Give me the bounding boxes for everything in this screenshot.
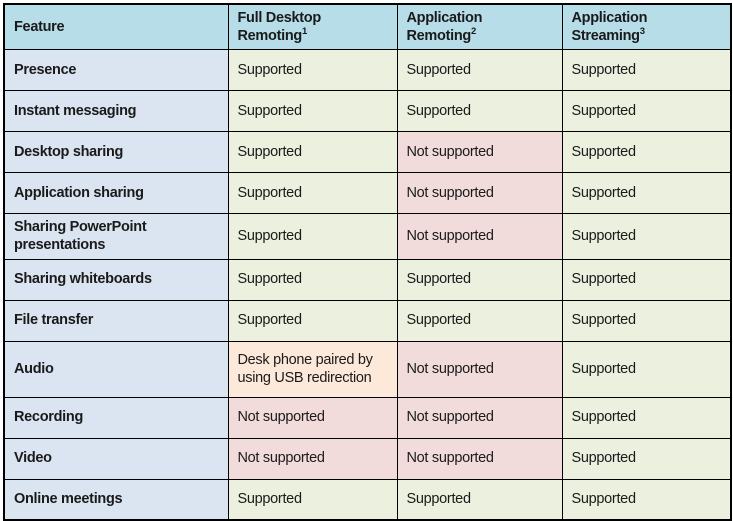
support-cell: Supported bbox=[227, 172, 398, 215]
support-cell: Supported bbox=[561, 213, 732, 260]
feature-comparison-table: Feature Full Desktop Remoting1 Applicati… bbox=[3, 3, 732, 521]
support-cell: Supported bbox=[227, 299, 398, 342]
feature-cell: Video bbox=[3, 437, 229, 480]
support-cell: Supported bbox=[227, 478, 398, 521]
support-cell: Supported bbox=[396, 299, 563, 342]
header-cell-full-desktop-remoting: Full Desktop Remoting1 bbox=[227, 3, 398, 51]
header-cell-application-streaming: Application Streaming3 bbox=[561, 3, 732, 51]
table-row: Audio Desk phone paired by using USB red… bbox=[3, 340, 732, 398]
support-cell: Supported bbox=[561, 131, 732, 174]
table-row: Sharing whiteboards Supported Supported … bbox=[3, 258, 732, 301]
header-cell-feature: Feature bbox=[3, 3, 229, 51]
header-superscript: 1 bbox=[301, 26, 307, 38]
header-superscript: 3 bbox=[639, 26, 645, 38]
table-row: Sharing PowerPoint presentations Support… bbox=[3, 213, 732, 260]
feature-cell: Recording bbox=[3, 396, 229, 439]
support-cell: Supported bbox=[561, 49, 732, 92]
support-cell: Supported bbox=[561, 172, 732, 215]
support-cell: Supported bbox=[396, 478, 563, 521]
support-cell: Supported bbox=[561, 90, 732, 133]
header-label: Full Desktop Remoting bbox=[237, 10, 322, 45]
support-cell: Supported bbox=[227, 90, 398, 133]
feature-cell: Instant messaging bbox=[3, 90, 229, 133]
support-cell: Supported bbox=[396, 258, 563, 301]
support-cell: Supported bbox=[561, 258, 732, 301]
support-cell: Supported bbox=[227, 258, 398, 301]
support-cell: Desk phone paired by using USB redirecti… bbox=[227, 340, 398, 398]
table-row: File transfer Supported Supported Suppor… bbox=[3, 299, 732, 342]
table-row: Desktop sharing Supported Not supported … bbox=[3, 131, 732, 174]
support-cell: Supported bbox=[396, 49, 563, 92]
header-label: Feature bbox=[14, 19, 65, 36]
support-cell: Not supported bbox=[396, 396, 563, 439]
table-row: Online meetings Supported Supported Supp… bbox=[3, 478, 732, 521]
feature-cell: File transfer bbox=[3, 299, 229, 342]
support-cell: Not supported bbox=[396, 213, 563, 260]
table-body: Presence Supported Supported Supported I… bbox=[3, 49, 732, 521]
feature-cell: Presence bbox=[3, 49, 229, 92]
support-cell: Not supported bbox=[227, 437, 398, 480]
table-row: Recording Not supported Not supported Su… bbox=[3, 396, 732, 439]
table-row: Application sharing Supported Not suppor… bbox=[3, 172, 732, 215]
support-cell: Not supported bbox=[396, 437, 563, 480]
support-cell: Supported bbox=[396, 90, 563, 133]
support-cell: Supported bbox=[561, 299, 732, 342]
header-row: Feature Full Desktop Remoting1 Applicati… bbox=[3, 3, 732, 51]
support-cell: Supported bbox=[227, 49, 398, 92]
support-cell: Supported bbox=[561, 478, 732, 521]
table-row: Instant messaging Supported Supported Su… bbox=[3, 90, 732, 133]
support-cell: Not supported bbox=[396, 172, 563, 215]
feature-cell: Sharing PowerPoint presentations bbox=[3, 213, 229, 260]
support-cell: Supported bbox=[227, 131, 398, 174]
table-row: Presence Supported Supported Supported bbox=[3, 49, 732, 92]
header-label: Application Remoting bbox=[406, 10, 483, 45]
support-cell: Not supported bbox=[396, 131, 563, 174]
header-label: Application Streaming bbox=[571, 10, 648, 45]
support-cell: Supported bbox=[227, 213, 398, 260]
support-cell: Supported bbox=[561, 340, 732, 398]
feature-cell: Online meetings bbox=[3, 478, 229, 521]
header-cell-application-remoting: Application Remoting2 bbox=[396, 3, 563, 51]
feature-cell: Desktop sharing bbox=[3, 131, 229, 174]
support-cell: Supported bbox=[561, 437, 732, 480]
support-cell: Supported bbox=[561, 396, 732, 439]
header-superscript: 2 bbox=[470, 26, 476, 38]
feature-cell: Sharing whiteboards bbox=[3, 258, 229, 301]
feature-cell: Audio bbox=[3, 340, 229, 398]
table-row: Video Not supported Not supported Suppor… bbox=[3, 437, 732, 480]
feature-cell: Application sharing bbox=[3, 172, 229, 215]
support-cell: Not supported bbox=[396, 340, 563, 398]
support-cell: Not supported bbox=[227, 396, 398, 439]
